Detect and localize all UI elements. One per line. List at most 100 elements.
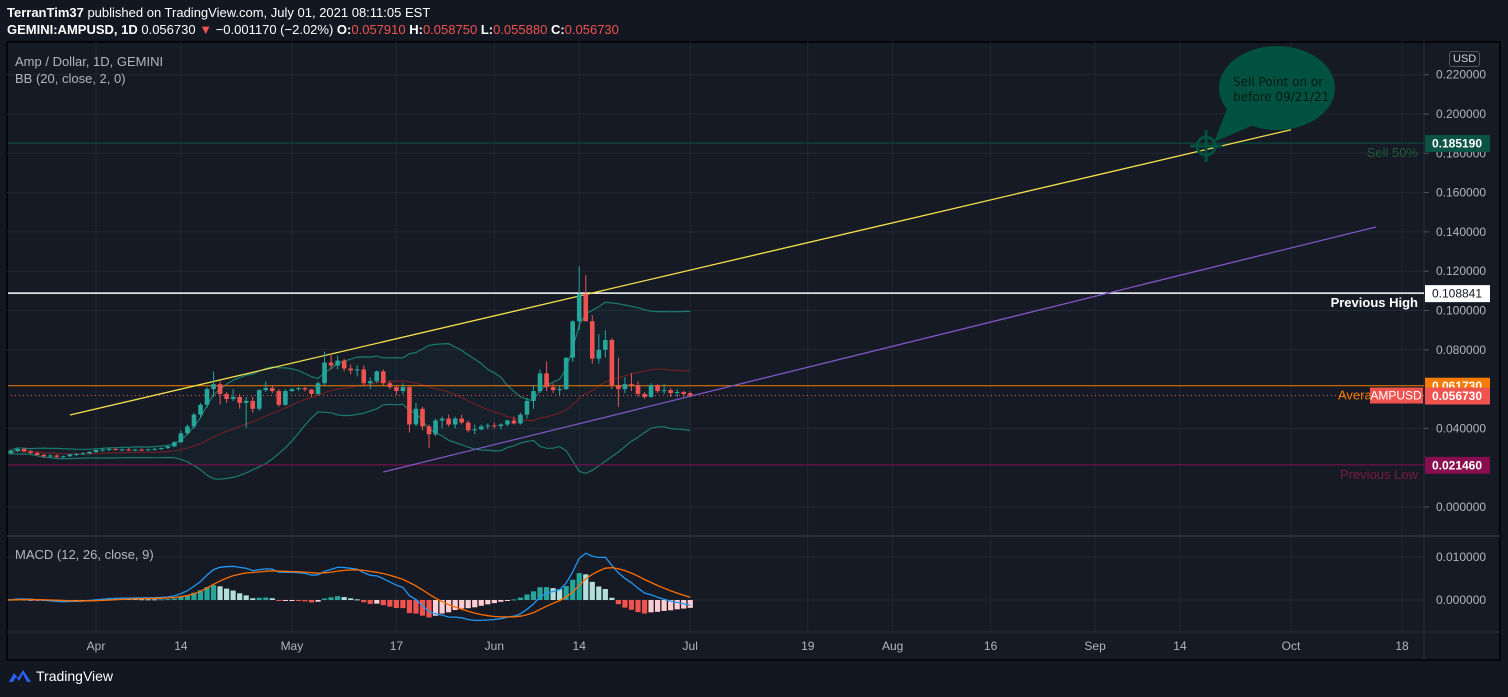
- candle-body: [178, 433, 184, 443]
- candle-body: [198, 404, 203, 415]
- candle-body: [426, 426, 432, 435]
- candle-body: [276, 391, 282, 405]
- crosshair-target-icon[interactable]: [1190, 130, 1223, 163]
- price-tag-text: 0.021460: [1432, 458, 1482, 472]
- macd-histogram-bar: [197, 590, 204, 600]
- macd-histogram-bar: [648, 600, 654, 613]
- candle-body: [583, 293, 589, 322]
- macd-histogram-bar: [557, 589, 563, 600]
- candle-body: [106, 449, 112, 451]
- current-price-tag: [1425, 387, 1490, 405]
- y-tick-label: 0.160000: [1436, 186, 1486, 200]
- main-pane[interactable]: [2, 129, 1424, 480]
- macd-histogram-bar: [158, 599, 164, 601]
- footer-brand[interactable]: TradingView: [8, 668, 113, 684]
- macd-histogram-bar: [446, 600, 452, 613]
- bb-legend[interactable]: BB (20, close, 2, 0): [15, 71, 126, 86]
- macd-histogram-bar: [289, 600, 295, 601]
- currency-button[interactable]: USD: [1449, 51, 1481, 67]
- annotation-text: Sell Point on or: [1233, 75, 1323, 89]
- candle-body: [204, 389, 210, 405]
- candle-body: [446, 418, 451, 425]
- low-value: 0.055880: [493, 22, 548, 37]
- publish-line: TerranTim37 published on TradingView.com…: [7, 5, 430, 20]
- candle-body: [439, 418, 445, 421]
- macd-histogram-bar: [335, 596, 341, 600]
- macd-histogram-bar: [302, 600, 308, 602]
- macd-histogram-bar: [367, 600, 373, 604]
- high-label: H:: [409, 22, 423, 37]
- candle-body: [41, 454, 47, 457]
- macd-histogram-bar: [452, 600, 458, 611]
- macd-histogram-bar: [145, 599, 151, 601]
- candle-body: [570, 321, 575, 358]
- candle-body: [289, 389, 295, 392]
- candle-body: [459, 418, 464, 423]
- macd-histogram-bar: [596, 586, 602, 600]
- macd-histogram-bar: [524, 594, 530, 600]
- candle-body: [185, 426, 190, 434]
- candle-body: [315, 383, 321, 395]
- candle-body: [642, 394, 647, 397]
- macd-histogram-bar: [295, 600, 302, 601]
- candle-body: [465, 422, 471, 431]
- candle-body: [381, 371, 386, 384]
- candle-body: [485, 425, 491, 427]
- price-tag: [1425, 135, 1490, 153]
- trendline-lower[interactable]: [383, 226, 1377, 473]
- high-value: 0.058750: [422, 22, 478, 37]
- candle-body: [452, 418, 458, 425]
- macd-histogram-bar: [537, 587, 543, 600]
- candle-body: [93, 450, 99, 452]
- x-tick-label: 14: [573, 639, 587, 653]
- macd-histogram-bar: [570, 579, 576, 600]
- candle-body: [472, 429, 478, 431]
- candle-body: [681, 392, 686, 395]
- candle-body: [589, 321, 595, 359]
- y-tick-label: 0.120000: [1436, 264, 1486, 278]
- macd-histogram-bar: [321, 598, 328, 600]
- bb-basis: [8, 368, 691, 455]
- trendline-upper[interactable]: [69, 129, 1292, 416]
- candle-body: [322, 362, 327, 384]
- candle-body: [367, 381, 373, 384]
- candle-body: [119, 449, 125, 451]
- candle-body: [674, 392, 680, 394]
- annotation-balloon[interactable]: [1219, 46, 1335, 130]
- y-tick-label: 0.080000: [1436, 343, 1486, 357]
- macd-histogram-bar: [550, 588, 556, 600]
- price-change: −0.001170 (−2.02%): [215, 22, 334, 37]
- y-tick-label: 0.220000: [1436, 68, 1486, 82]
- macd-histogram-bar: [191, 592, 197, 600]
- candle-body: [537, 373, 543, 392]
- candle-body: [211, 384, 216, 390]
- author-name[interactable]: TerranTim37: [7, 5, 84, 20]
- candle-body: [270, 388, 275, 392]
- candle-body: [237, 396, 242, 403]
- candle-body: [224, 394, 229, 399]
- candle-body: [687, 393, 693, 396]
- macd-histogram-bar: [184, 595, 191, 600]
- macd-histogram-bar: [348, 598, 354, 600]
- candle-body: [361, 369, 367, 384]
- macd-pane[interactable]: [2, 552, 693, 622]
- candle-body: [400, 387, 406, 392]
- macd-histogram-bar: [178, 596, 184, 600]
- candle-body: [47, 455, 53, 457]
- x-tick-label: 16: [984, 639, 998, 653]
- macd-histogram-bar: [139, 599, 145, 601]
- candle-body: [54, 455, 60, 457]
- macd-legend[interactable]: MACD (12, 26, close, 9): [15, 547, 154, 562]
- macd-histogram-bar: [589, 581, 595, 600]
- candle-body: [100, 449, 105, 451]
- macd-histogram-bar: [419, 600, 426, 616]
- bb-upper-band: [8, 301, 691, 453]
- candle-body: [478, 426, 484, 430]
- candle-body: [518, 414, 523, 424]
- macd-histogram-bar: [269, 598, 275, 600]
- macd-histogram-bar: [204, 587, 210, 600]
- candle-body: [296, 388, 301, 390]
- candle-body: [505, 420, 510, 425]
- candle-body: [113, 449, 118, 451]
